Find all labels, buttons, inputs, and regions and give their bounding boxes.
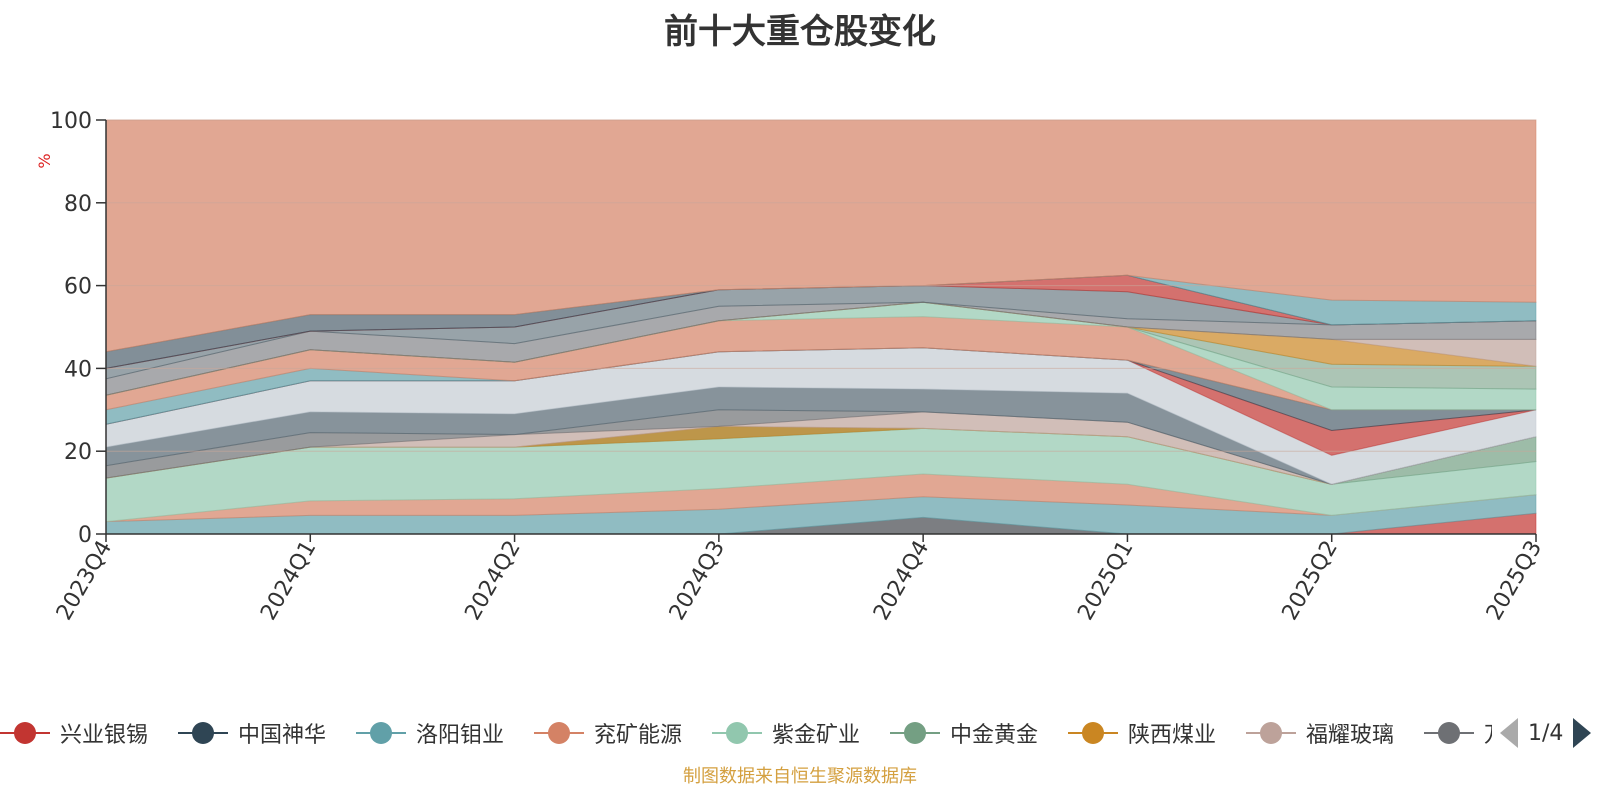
- legend-label: 兖矿能源: [594, 723, 683, 748]
- legend-marker-icon: [1246, 713, 1296, 753]
- legend-marker-icon: [1068, 713, 1118, 753]
- legend-marker-icon: [356, 713, 406, 753]
- legend-item[interactable]: 万华化学: [1424, 713, 1492, 753]
- legend-label: 紫金矿业: [772, 723, 861, 748]
- x-tick-label: 2025Q2: [1278, 537, 1343, 625]
- legend-marker-icon: [712, 713, 762, 753]
- legend-marker-icon: [0, 713, 50, 753]
- legend-item[interactable]: 陕西煤业: [1068, 713, 1216, 753]
- grid-lines: [106, 119, 1536, 452]
- legend-label: 中国神华: [238, 723, 327, 748]
- y-tick-label: 0: [78, 523, 92, 548]
- legend-item[interactable]: 兴业银锡: [0, 713, 148, 753]
- x-tick-label: 2024Q4: [869, 537, 934, 625]
- source-note: 制图数据来自恒生聚源数据库: [683, 766, 917, 787]
- legend-item[interactable]: 洛阳钼业: [356, 713, 504, 753]
- legend-item[interactable]: 兖矿能源: [534, 713, 682, 753]
- legend-label: 陕西煤业: [1128, 723, 1217, 748]
- legend-marker-icon: [178, 713, 228, 753]
- legend-next-page-icon[interactable]: [1573, 718, 1592, 748]
- legend-item[interactable]: 中金黄金: [890, 713, 1038, 753]
- legend-item[interactable]: 福耀玻璃: [1246, 713, 1394, 753]
- y-tick-label: 20: [64, 440, 92, 465]
- legend: 兴业银锡 中国神华 洛阳钼业 兖矿能源 紫金矿业 中金黄金 陕西煤业 福耀玻璃 万华化学: [0, 713, 1492, 753]
- legend-label: 兴业银锡: [60, 723, 149, 748]
- y-tick-label: 60: [64, 275, 92, 300]
- x-tick-label: 2024Q2: [460, 537, 525, 625]
- chart-title: 前十大重仓股变化: [664, 12, 936, 52]
- area-bands: [105, 119, 1537, 535]
- legend-label: 万华化学: [1484, 717, 1492, 749]
- x-tick-label: 2025Q1: [1073, 537, 1138, 625]
- legend-page-indicator: 1/4: [1528, 720, 1564, 746]
- y-tick-label: 80: [64, 192, 92, 217]
- legend-label: 中金黄金: [950, 723, 1039, 748]
- y-tick-label: 100: [50, 109, 92, 134]
- legend-prev-page-icon[interactable]: [1500, 718, 1518, 748]
- legend-pager: 1/4: [1500, 716, 1592, 750]
- legend-item[interactable]: 紫金矿业: [712, 713, 860, 753]
- y-tick-label: 40: [64, 357, 92, 382]
- x-tick-label: 2024Q3: [665, 537, 730, 625]
- y-axis-unit: %: [35, 153, 54, 168]
- x-tick-label: 2023Q4: [52, 537, 117, 625]
- legend-label: 洛阳钼业: [416, 723, 505, 748]
- x-tick-label: 2024Q1: [256, 537, 321, 625]
- legend-marker-icon: [1424, 713, 1474, 753]
- legend-item[interactable]: 中国神华: [178, 713, 326, 753]
- legend-marker-icon: [890, 713, 940, 753]
- legend-marker-icon: [534, 713, 584, 753]
- x-tick-label: 2025Q3: [1482, 537, 1547, 625]
- legend-label: 福耀玻璃: [1306, 723, 1395, 748]
